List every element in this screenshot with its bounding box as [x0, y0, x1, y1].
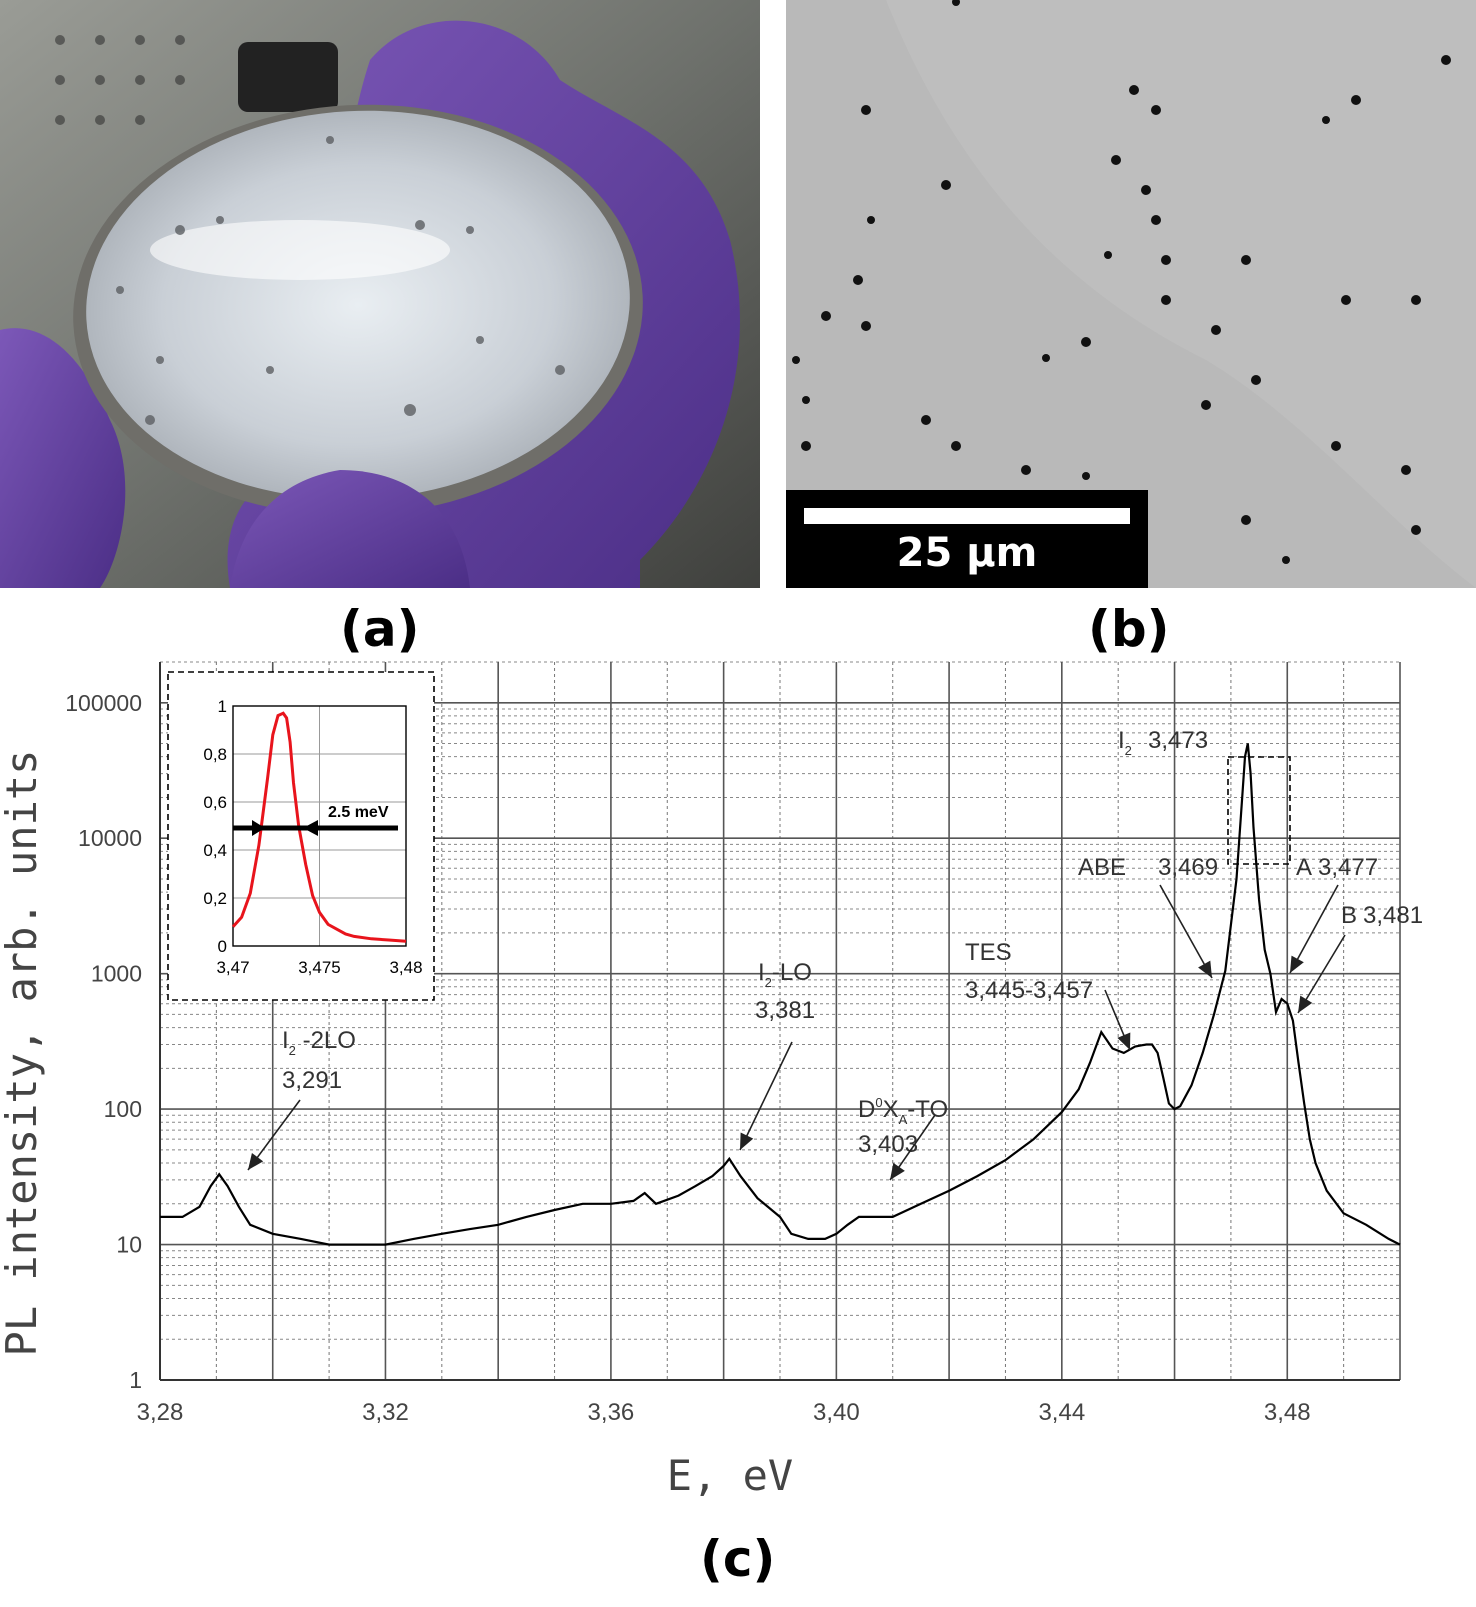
- y-tick-label: 10: [116, 1232, 142, 1258]
- annotation-label: I2: [1118, 727, 1132, 758]
- annotation-arrowhead: [740, 1132, 754, 1150]
- inset-y-tick-label: 0: [218, 937, 227, 956]
- chart-axes: [159, 662, 1400, 1381]
- x-axis-label: E, eV: [667, 1451, 793, 1500]
- x-tick-label: 3,40: [813, 1399, 860, 1426]
- annotation-arrowhead: [1117, 1032, 1131, 1050]
- inset-x-tick-label: 3,47: [216, 958, 249, 977]
- inset-y-tick-label: 0,2: [203, 889, 227, 908]
- annotation: A 3,477: [1289, 854, 1378, 974]
- annotation-value: 3,291: [282, 1067, 342, 1094]
- inset-chart: 3,47 3,475 3,48 0 0,2 0,4 0,6 0,8 1 2.5 meV: [167, 671, 435, 1001]
- y-tick-label: 1: [129, 1367, 142, 1393]
- annotation-value: 3,469: [1158, 854, 1218, 881]
- inset-y-tick-label: 0,6: [203, 793, 227, 812]
- annotation: I2-LO 3,381: [739, 959, 815, 1151]
- y-tick-label: 100: [104, 1096, 142, 1122]
- annotation: I2 -2LO 3,291: [247, 1027, 356, 1171]
- panel-label-c: (c): [700, 1530, 776, 1588]
- panel-label-a: (a): [340, 600, 420, 658]
- x-tick-label: 3,32: [362, 1399, 409, 1426]
- x-tick-label: 3,44: [1038, 1399, 1085, 1426]
- annotation-arrow: [1159, 884, 1213, 979]
- fwhm-arrow-right: [303, 820, 318, 836]
- annotation: TES 3,445-3,457: [965, 939, 1131, 1051]
- annotation-label: D0XA-TO: [858, 1095, 948, 1127]
- annotation-arrowhead: [1198, 960, 1212, 978]
- annotation-arrow: [739, 1041, 793, 1151]
- inset-y-tick-label: 0,4: [203, 841, 227, 860]
- fwhm-arrow-left: [252, 820, 265, 836]
- annotation-arrowhead: [1298, 995, 1313, 1013]
- y-tick-label: 10000: [78, 825, 142, 851]
- peak-highlight-box: [1227, 756, 1291, 865]
- annotation-label: TES: [965, 939, 1012, 966]
- y-tick-label: 1000: [91, 961, 142, 987]
- x-tick-labels: 3,28 3,32 3,36 3,40 3,44 3,48: [137, 1399, 1311, 1426]
- inset-x-tick-labels: 3,47 3,475 3,48: [216, 958, 422, 977]
- annotation-value: 3,481: [1363, 902, 1423, 929]
- annotation: I2 3,473: [1118, 727, 1208, 758]
- annotation-label: I2-LO: [758, 959, 812, 990]
- annotation: B 3,481: [1297, 902, 1423, 1014]
- fwhm-label: 2.5 meV: [328, 804, 389, 821]
- annotation-label: A: [1296, 854, 1312, 881]
- annotation-value: 3,473: [1148, 727, 1208, 754]
- annotation-value: 3,445-3,457: [965, 977, 1093, 1004]
- annotation-label: ABE: [1078, 854, 1126, 881]
- wafer-photo: [0, 0, 760, 588]
- annotation-label: B: [1341, 902, 1357, 929]
- inset-y-tick-labels: 0 0,2 0,4 0,6 0,8 1: [203, 697, 227, 956]
- annotation-value: 3,477: [1318, 854, 1378, 881]
- microscope-drawing: [786, 0, 1476, 588]
- inset-x-tick-label: 3,48: [389, 958, 422, 977]
- inset-peak-line: [231, 711, 407, 943]
- panel-label-b: (b): [1088, 600, 1170, 658]
- annotation: D0XA-TO 3,403: [858, 1095, 948, 1181]
- x-tick-label: 3,36: [588, 1399, 635, 1426]
- y-axis-label: PL intensity, arb. units: [0, 750, 46, 1357]
- annotation: ABE 3,469: [1078, 854, 1218, 979]
- annotation-arrowhead: [248, 1152, 264, 1170]
- peak-annotations: I2 -2LO 3,291 I2-LO 3,381 D0XA-TO 3,403 TES 3,4…: [247, 727, 1423, 1181]
- annotation-value: 3,381: [755, 997, 815, 1024]
- inset-x-tick-label: 3,475: [298, 958, 341, 977]
- pl-spectrum-chart: 3,28 3,32 3,36 3,40 3,44 3,48 110100100010000…: [0, 661, 1423, 1500]
- spectrum-line: [160, 743, 1401, 1246]
- grid-minor: [160, 661, 1400, 1380]
- y-tick-labels: 1 10 100 1000 10000 100000: [65, 690, 142, 1393]
- y-tick-label: 100000: [65, 690, 142, 716]
- inset-y-tick-label: 1: [218, 697, 227, 716]
- annotation-arrowhead: [1290, 955, 1304, 973]
- annotation-arrowhead: [890, 1162, 905, 1180]
- microscope-image: 25 µm: [786, 0, 1476, 588]
- x-tick-label: 3,28: [137, 1399, 184, 1426]
- inset-y-tick-label: 0,8: [203, 745, 227, 764]
- scale-bar-label: 25 µm: [896, 530, 1038, 576]
- annotation-arrow: [1289, 884, 1339, 974]
- x-tick-label: 3,48: [1264, 1399, 1311, 1426]
- annotation-label: I2 -2LO: [282, 1027, 356, 1058]
- annotation-value: 3,403: [858, 1131, 918, 1158]
- wafer-photo-drawing: [0, 0, 760, 588]
